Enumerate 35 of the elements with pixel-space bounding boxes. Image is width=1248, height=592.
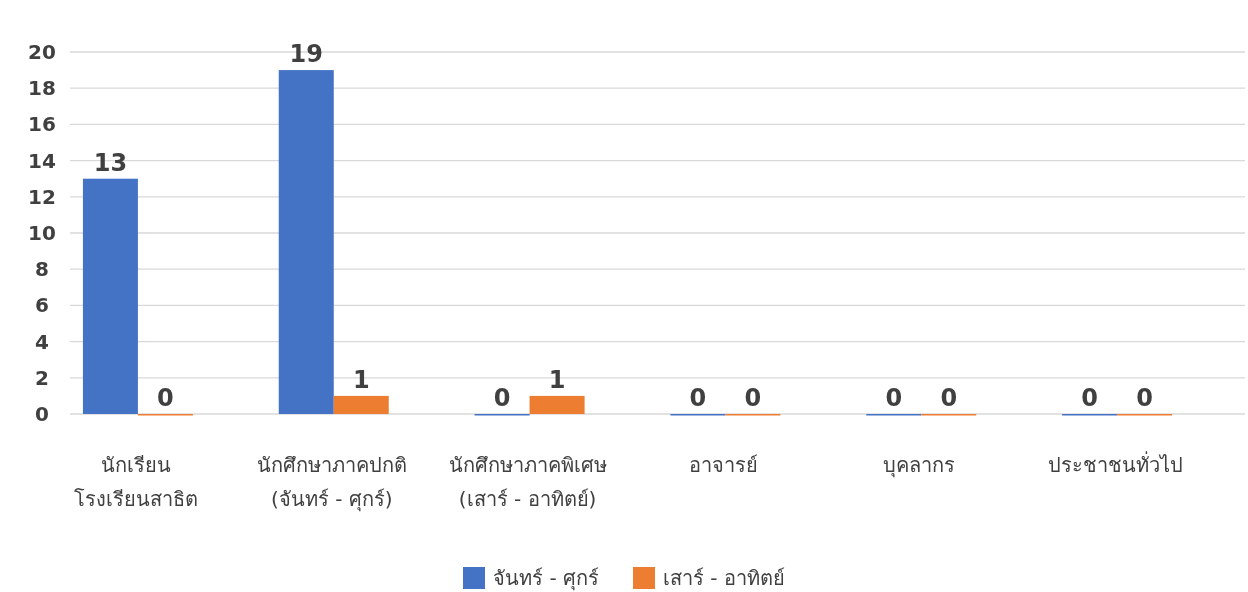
x-tick-label: นักเรียน โรงเรียนสาธิต xyxy=(72,452,199,513)
y-tick-label: 4 xyxy=(35,329,49,354)
y-tick-label: 16 xyxy=(28,112,56,137)
y-tick-label: 10 xyxy=(28,221,56,245)
y-tick-label: 12 xyxy=(28,184,56,209)
data-label: 0 xyxy=(1081,384,1098,412)
bar xyxy=(529,395,585,414)
data-label: 0 xyxy=(744,384,762,412)
x-tick-label: อาจารย์ xyxy=(687,452,759,479)
data-label: 0 xyxy=(689,384,707,412)
legend-label: เสาร์ - อาทิตย์ xyxy=(663,565,785,592)
bar xyxy=(333,395,389,414)
x-tick-label: นักศึกษาภาคปกติ (จันทร์ - ศุกร์) xyxy=(255,452,408,514)
bar xyxy=(82,178,138,414)
x-tick-label: นักศึกษาภาคพิเศษ (เสาร์ - อาทิตย์) xyxy=(447,452,608,513)
x-tick-label: ประชาชนทั่วไป xyxy=(1046,450,1184,479)
data-label: 13 xyxy=(93,148,128,177)
data-label: 0 xyxy=(885,384,903,412)
y-tick-label: 2 xyxy=(35,365,49,390)
y-tick-label: 14 xyxy=(28,148,56,173)
y-tick-label: 6 xyxy=(35,293,49,318)
data-label: 1 xyxy=(352,365,370,394)
data-label: 19 xyxy=(289,40,323,69)
y-tick-label: 20 xyxy=(28,40,56,64)
data-label: 0 xyxy=(1136,384,1153,412)
y-tick-label: 0 xyxy=(35,402,49,426)
data-label: 1 xyxy=(548,365,566,394)
x-tick-label: บุคลากร xyxy=(882,452,957,480)
y-tick-label: 8 xyxy=(35,257,49,282)
y-tick-label: 18 xyxy=(28,76,56,101)
data-label: 0 xyxy=(940,384,958,412)
data-label: 0 xyxy=(157,384,174,412)
legend-label: จันทร์ - ศุกร์ xyxy=(493,565,599,592)
data-label: 0 xyxy=(493,384,511,412)
bar xyxy=(278,70,334,414)
